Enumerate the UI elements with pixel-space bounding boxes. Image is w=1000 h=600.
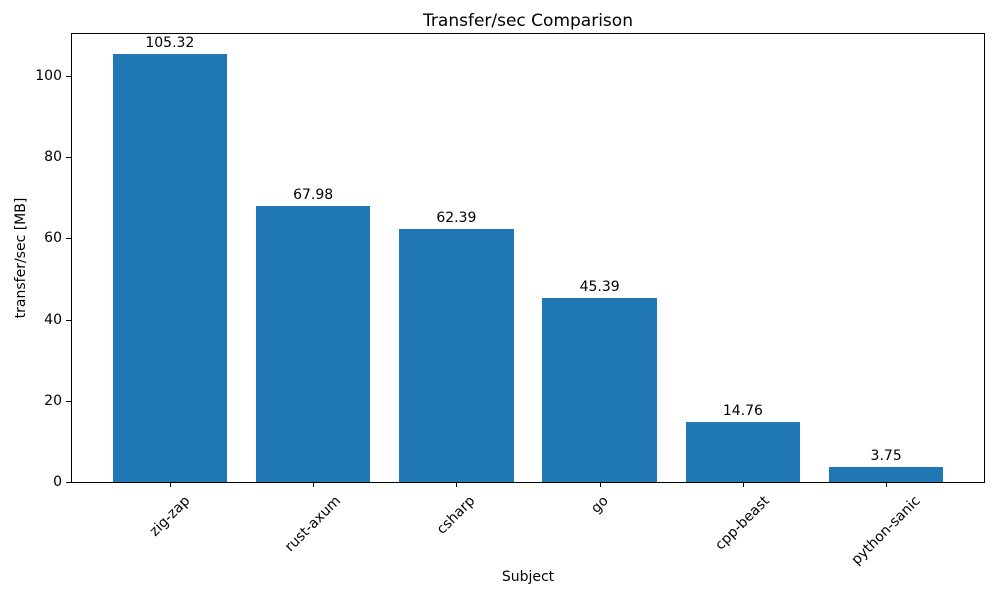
axes-frame [71,33,985,483]
x-tick-mark [456,482,458,487]
x-tick-mark [599,482,601,487]
x-tick-mark [886,482,888,487]
y-tick-label: 20 [44,392,62,409]
y-tick-label: 60 [44,230,62,247]
bar-value-label: 105.32 [145,35,195,52]
x-tick-label-rust-axum: rust-axum [281,493,344,556]
bar-csharp [399,228,514,482]
bar-rust-axum [255,206,371,482]
chart-title: Transfer/sec Comparison [423,11,633,31]
y-tick-label: 40 [44,311,62,328]
y-tick-mark [66,238,71,240]
y-tick-mark [66,400,71,402]
y-tick-mark [66,76,71,78]
bar-python-sanic [828,466,944,482]
x-tick-label-csharp: csharp [433,493,479,538]
x-tick-label-zig-zap: zig-zap [146,493,193,540]
x-tick-label-go: go [587,493,612,517]
y-tick-mark [66,319,71,321]
bar-go [542,297,657,482]
x-tick-mark [313,482,315,487]
bar-cpp-beast [685,422,801,482]
bar-value-label: 3.75 [870,447,902,464]
bar-value-label: 45.39 [579,278,620,295]
y-tick-label: 100 [35,68,62,85]
x-axis-label: Subject [501,569,555,585]
bar-value-label: 67.98 [293,187,334,204]
x-tick-label-cpp-beast: cpp-beast [712,493,773,554]
x-tick-label-python-sanic: python-sanic [848,493,924,569]
y-tick-mark [66,157,71,159]
y-tick-mark [66,482,71,483]
bar-value-label: 14.76 [722,403,763,420]
y-tick-label: 0 [53,474,62,490]
x-tick-mark [742,482,744,487]
y-tick-label: 80 [44,149,62,166]
bar-zig-zap [112,54,228,482]
x-tick-mark [169,482,171,487]
bar-value-label: 62.39 [436,209,477,226]
